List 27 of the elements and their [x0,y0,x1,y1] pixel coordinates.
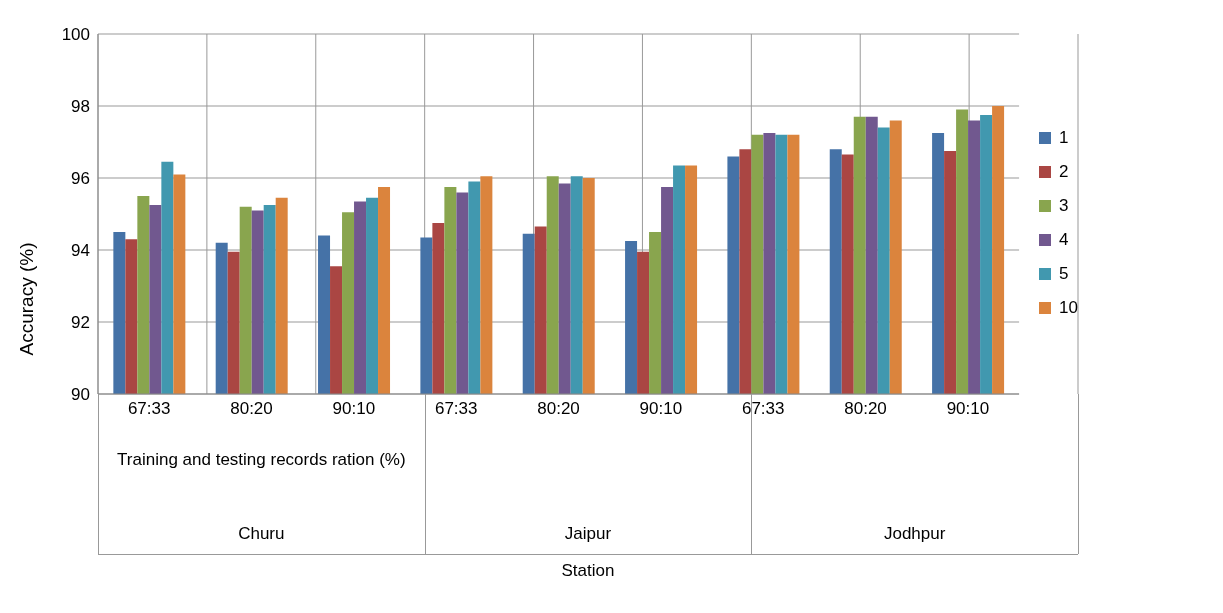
text: Station [98,554,1078,581]
x-tick-label: 90:10 [332,399,376,419]
x-tick-label: 90:10 [946,399,990,419]
legend-label: 2 [1059,161,1069,183]
text: Training and testing records ration (%) [116,449,407,471]
x-tick-label: 90:10 [639,399,683,419]
y-tick-label: 92 [71,313,90,333]
x-tick-label: 67:33 [741,399,785,419]
y-axis-title: Accuracy (%) [16,242,38,356]
y-tick-label: 100 [61,25,90,45]
x-tick-label: 80:20 [230,399,273,419]
y-tick-label: 90 [71,385,90,405]
y-tick-label: 98 [71,97,90,117]
legend-label: 10 [1059,297,1078,319]
legend-label: 3 [1059,195,1069,217]
text: Jodhpur [882,524,947,544]
legend-label: 1 [1059,127,1069,149]
legend-label: 5 [1059,263,1069,285]
x-tick-label: 67:33 [434,399,478,419]
text: Jaipur [563,524,613,544]
x-tick-label: 67:33 [127,399,171,419]
y-tick-label: 94 [71,241,90,261]
y-tick-label: 96 [71,169,90,189]
legend-label: 4 [1059,229,1069,251]
x-tick-label: 80:20 [844,399,887,419]
text: Churu [237,524,286,544]
x-tick-label: 80:20 [537,399,580,419]
